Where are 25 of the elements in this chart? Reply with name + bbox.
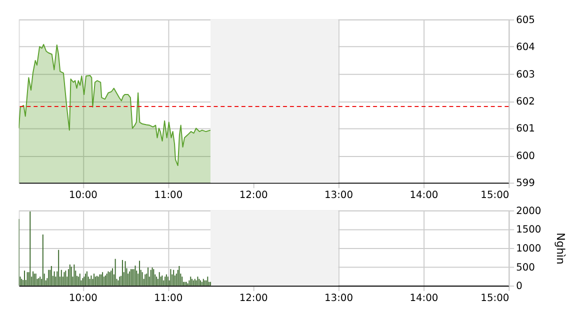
x-tick-label: 11:00 xyxy=(154,292,183,304)
x-tick-label: 10:00 xyxy=(68,292,98,304)
y-tick-label: 599 xyxy=(516,178,535,190)
y-tick-label: 500 xyxy=(516,262,535,274)
y-tick-label: 602 xyxy=(516,96,535,108)
x-tick-label: 12:00 xyxy=(239,190,268,202)
y-tick-label: 0 xyxy=(516,281,522,292)
y-tick-label: 604 xyxy=(516,42,535,54)
y-tick-label: 1500 xyxy=(516,224,542,236)
x-tick-label: 15:00 xyxy=(480,190,510,202)
y-tick-label: 603 xyxy=(516,69,535,80)
x-tick-label: 10:00 xyxy=(68,190,98,202)
y-axis-title: Nghìn xyxy=(554,232,568,264)
x-tick-label: 13:00 xyxy=(324,190,353,202)
x-tick-label: 14:00 xyxy=(410,292,438,304)
x-tick-label: 14:00 xyxy=(410,190,438,202)
y-tick-label: 601 xyxy=(516,124,535,135)
y-tick-label: 605 xyxy=(516,14,535,26)
y-tick-label: 600 xyxy=(516,150,535,162)
y-tick-label: 1000 xyxy=(516,243,542,254)
x-tick-label: 11:00 xyxy=(154,190,183,202)
y-tick-label: 2000 xyxy=(516,206,542,217)
x-tick-label: 12:00 xyxy=(239,292,268,304)
x-tick-label: 13:00 xyxy=(324,292,353,304)
x-tick-label: 15:00 xyxy=(480,292,510,304)
